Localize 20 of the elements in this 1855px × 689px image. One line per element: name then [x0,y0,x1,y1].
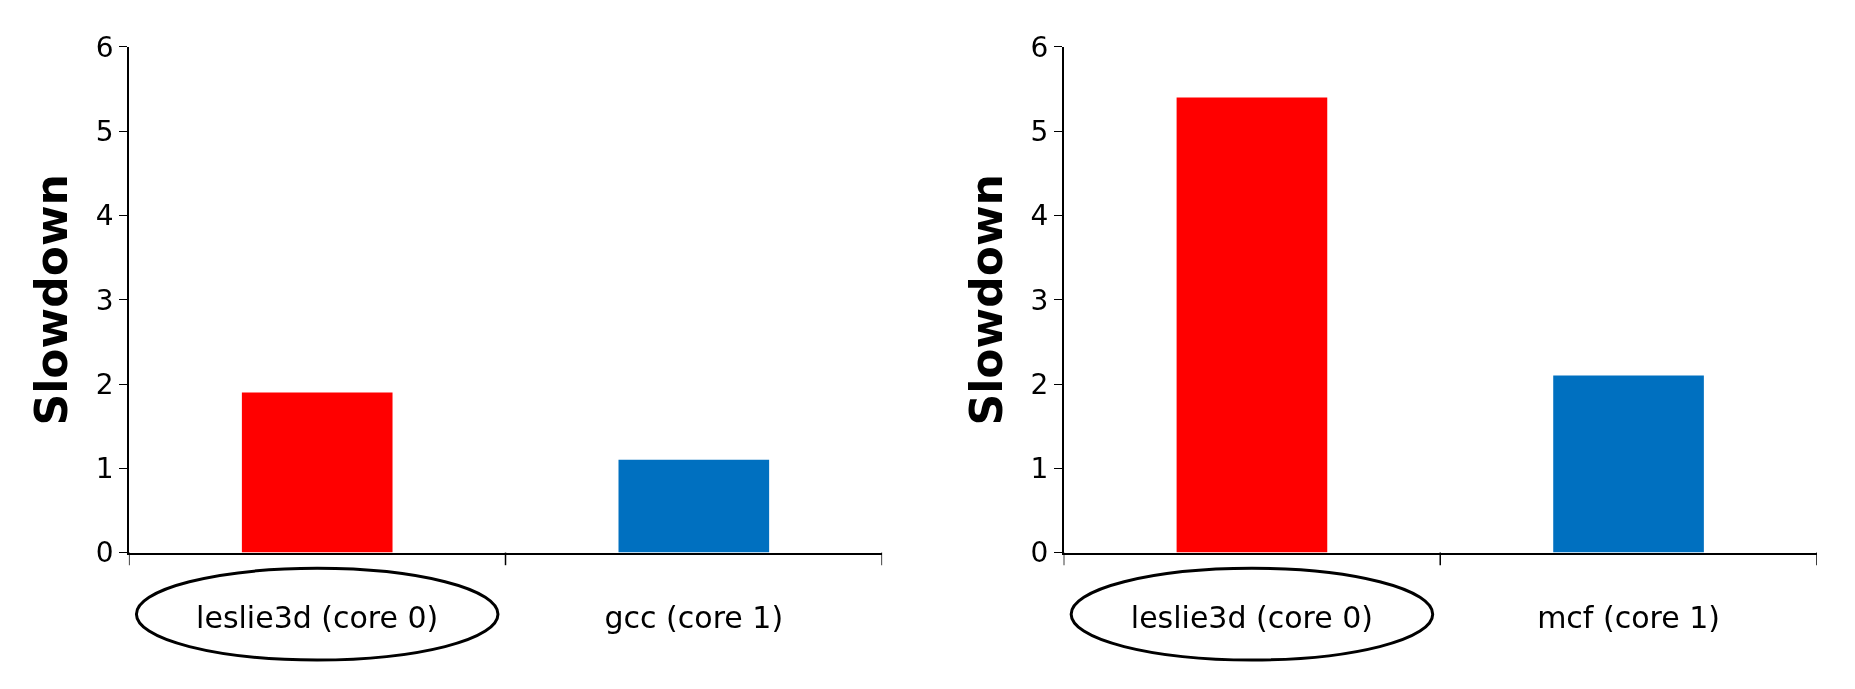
y-tick-label: 3 [95,283,114,317]
x-tick-label: gcc (core 1) [604,600,784,636]
y-tick-label: 1 [95,452,114,486]
y-tick-label: 5 [1030,115,1049,149]
y-tick-label: 6 [95,30,114,64]
y-axis-title: Slowdown [26,174,78,426]
y-tick-label: 4 [1030,199,1049,233]
y-tick-label: 6 [1030,30,1049,64]
y-tick-label: 4 [95,199,114,233]
y-tick-label: 0 [1030,536,1049,570]
y-tick-label: 2 [95,367,114,401]
y-tick-label: 2 [1030,367,1049,401]
x-tick-label: leslie3d (core 0) [1130,600,1374,636]
y-axis-title: Slowdown [961,174,1013,426]
y-tick-label: 1 [1030,452,1049,486]
y-tick-label: 3 [1030,283,1049,317]
y-tick-label: 5 [95,115,114,149]
x-tick-label: mcf (core 1) [1537,600,1720,636]
y-tick-label: 0 [95,536,114,570]
x-tick-label: leslie3d (core 0) [196,600,439,636]
